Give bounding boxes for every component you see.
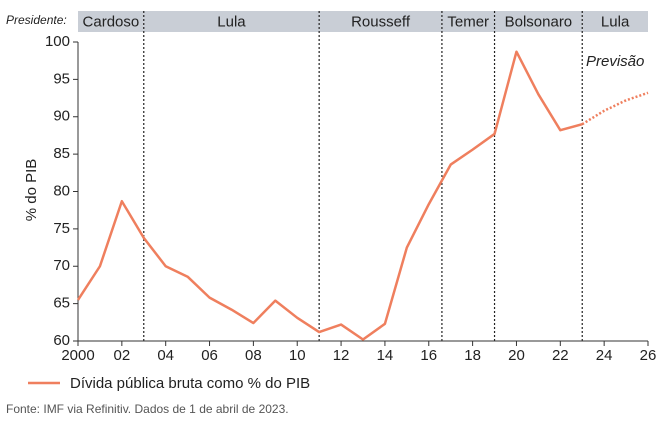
president-name: Bolsonaro: [505, 13, 573, 30]
y-axis-label: % do PIB: [23, 159, 40, 222]
y-tick-label: 70: [53, 257, 70, 274]
header-cell: [494, 11, 583, 32]
x-tick-label: 26: [640, 347, 657, 364]
x-tick-label: 12: [333, 347, 350, 364]
x-tick-label: 18: [464, 347, 481, 364]
x-tick-label: 14: [377, 347, 394, 364]
header-cell: [441, 11, 495, 32]
x-tick-label: 24: [596, 347, 613, 364]
source: Fonte: IMF via Refinitiv. Dados de 1 de …: [6, 402, 289, 416]
header-cell: [319, 11, 442, 32]
president-name: Lula: [601, 13, 630, 30]
x-tick-label: 20: [508, 347, 525, 364]
data-line: [581, 91, 649, 126]
y-tick-label: 80: [53, 182, 70, 199]
annotation: Previsão: [586, 53, 644, 70]
header-cell: [582, 11, 648, 32]
president-name: Temer: [447, 13, 489, 30]
x-tick-label: 22: [552, 347, 569, 364]
y-tick-label: 95: [53, 70, 70, 87]
y-tick-label: 65: [53, 295, 70, 312]
president-name: Lula: [217, 13, 246, 30]
header-cell: [78, 11, 144, 32]
legend-label: Dívida pública bruta como % do PIB: [70, 375, 310, 392]
y-tick-label: 60: [53, 332, 70, 349]
x-tick-label: 06: [201, 347, 218, 364]
x-tick-label: 04: [157, 347, 174, 364]
x-tick-label: 16: [420, 347, 437, 364]
header-cell: [143, 11, 320, 32]
x-tick-label: 10: [289, 347, 306, 364]
x-tick-label: 2000: [61, 347, 94, 364]
y-tick-label: 75: [53, 220, 70, 237]
y-tick-label: 90: [53, 108, 70, 125]
data-line: [76, 50, 583, 341]
president-name: Rousseff: [351, 13, 411, 30]
president-name: Cardoso: [83, 13, 140, 30]
y-tick-label: 85: [53, 145, 70, 162]
x-tick-label: 08: [245, 347, 262, 364]
header-label: Presidente:: [6, 13, 67, 27]
x-tick-label: 02: [114, 347, 131, 364]
y-tick-label: 100: [45, 33, 70, 50]
